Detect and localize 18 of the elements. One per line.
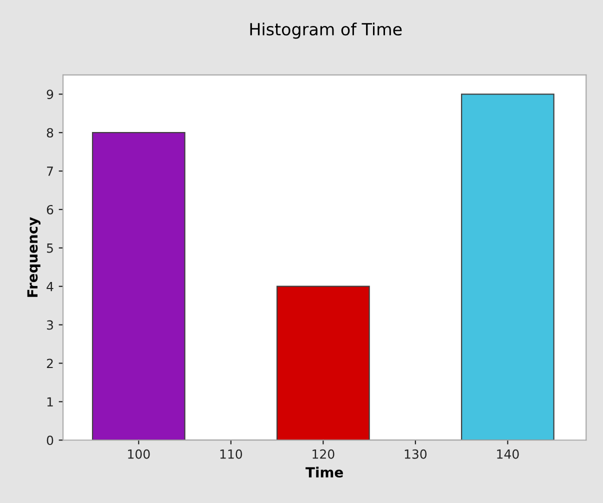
y-tick-label: 3 xyxy=(46,320,53,330)
y-tick-label: 7 xyxy=(47,166,53,176)
chart-title: Histogram of Time xyxy=(250,22,402,39)
x-tick-label: 110 xyxy=(220,449,242,459)
y-tick-label: 8 xyxy=(46,128,54,138)
y-axis-title: Frequency xyxy=(27,217,40,297)
x-tick-label: 130 xyxy=(404,449,427,459)
y-tick-label: 4 xyxy=(46,282,54,292)
x-axis-title: Time xyxy=(306,466,343,478)
y-tick-label: 0 xyxy=(46,436,54,446)
y-tick-label: 5 xyxy=(46,244,53,253)
x-tick-label: 100 xyxy=(128,449,150,459)
y-tick-label: 1 xyxy=(47,397,53,406)
y-tick-label: 2 xyxy=(46,358,53,368)
x-tick-label: 140 xyxy=(497,449,519,459)
y-tick-label: 9 xyxy=(46,90,54,100)
y-tick-label: 6 xyxy=(46,204,54,214)
x-tick-label: 120 xyxy=(312,449,334,459)
